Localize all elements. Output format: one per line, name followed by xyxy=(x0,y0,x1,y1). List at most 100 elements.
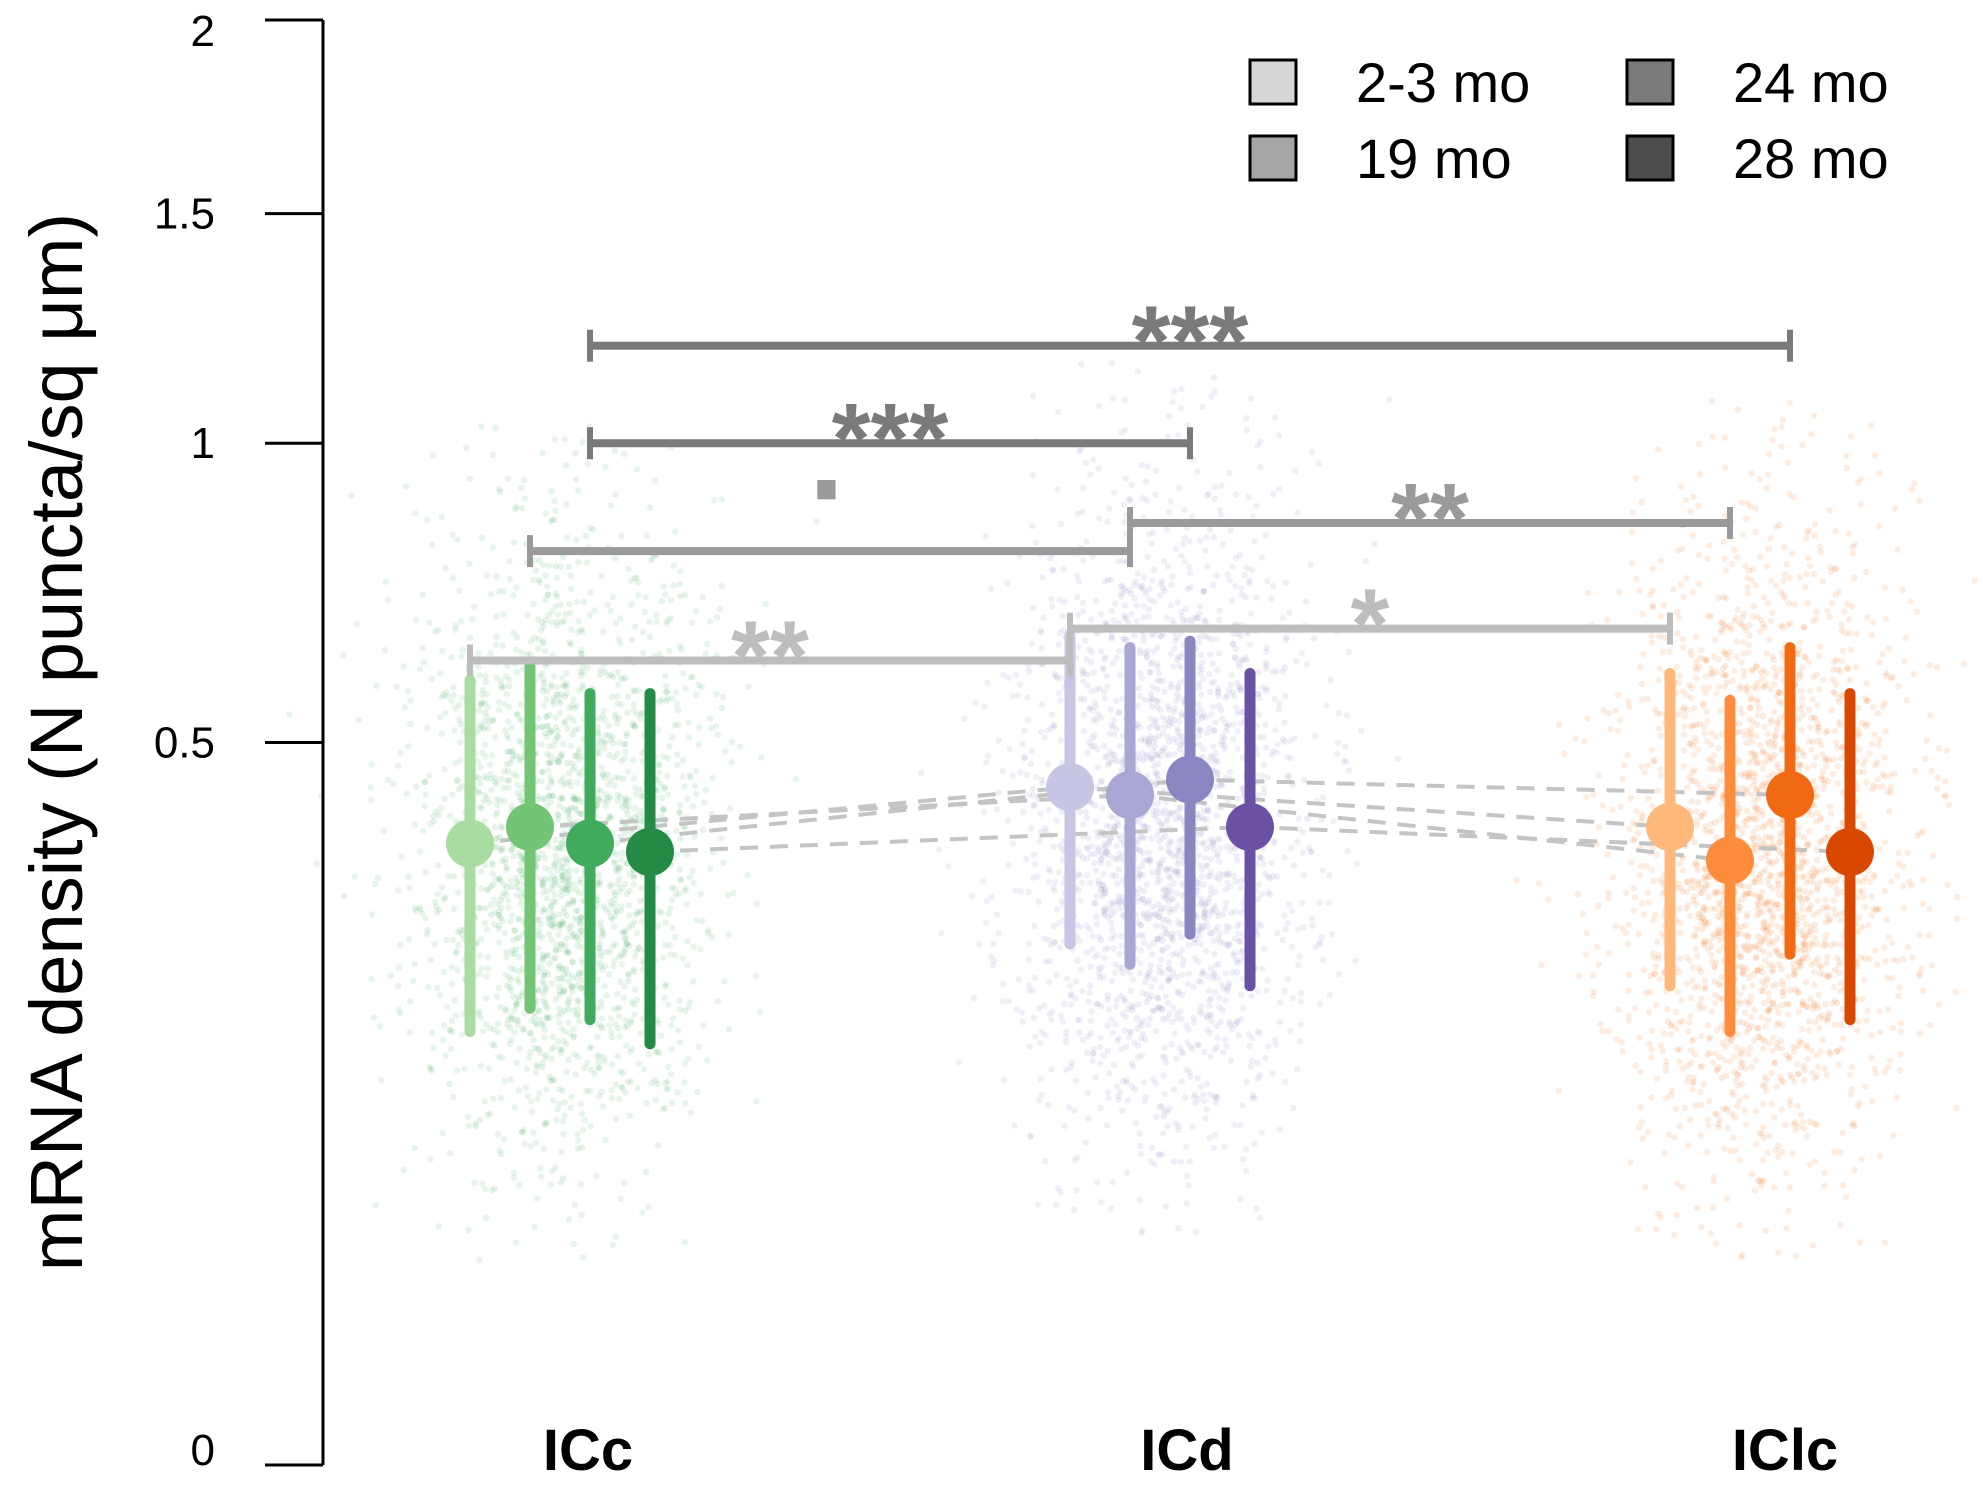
cloud-point xyxy=(1233,852,1240,859)
cloud-point xyxy=(511,1006,518,1013)
cloud-point xyxy=(537,1165,544,1172)
cloud-point xyxy=(1159,947,1167,954)
cloud-point xyxy=(1030,802,1037,810)
cloud-point xyxy=(1214,666,1221,674)
cloud-point xyxy=(1264,977,1271,984)
cloud-point xyxy=(558,750,565,758)
cloud-point xyxy=(513,892,521,899)
cloud-point xyxy=(1232,554,1240,562)
cloud-point xyxy=(456,587,463,594)
cloud-point xyxy=(1028,825,1035,832)
cloud-point xyxy=(1908,486,1916,493)
cloud-point xyxy=(606,883,613,890)
cloud-point xyxy=(545,612,552,619)
cloud-point xyxy=(1083,538,1090,545)
cloud-point xyxy=(1185,1026,1192,1033)
cloud-point xyxy=(1260,860,1267,868)
cloud-point xyxy=(1115,1096,1122,1103)
cloud-point xyxy=(622,801,630,808)
cloud-point xyxy=(546,960,553,967)
cloud-point xyxy=(405,743,412,750)
cloud-point xyxy=(1883,669,1890,677)
cloud-point xyxy=(1163,526,1170,533)
cloud-point xyxy=(514,711,521,718)
cloud-point xyxy=(1131,595,1138,602)
cloud-point xyxy=(1235,1032,1242,1039)
cloud-point xyxy=(558,1148,565,1156)
cloud-point xyxy=(630,722,637,729)
cloud-point xyxy=(1328,930,1336,938)
cloud-point xyxy=(1108,978,1116,985)
cloud-point xyxy=(1207,688,1214,696)
cloud-point xyxy=(1222,970,1229,977)
cloud-point xyxy=(1088,616,1095,623)
cloud-point xyxy=(1121,602,1129,609)
cloud-point xyxy=(610,1005,618,1013)
cloud-point xyxy=(1124,1169,1131,1176)
cloud-point xyxy=(370,1014,378,1021)
cloud-point xyxy=(1224,571,1231,578)
cloud-point xyxy=(617,864,624,872)
cloud-point xyxy=(480,1027,487,1035)
cloud-point xyxy=(538,881,546,889)
cloud-point xyxy=(504,1021,511,1028)
cloud-point xyxy=(502,1007,509,1014)
cloud-point xyxy=(1187,584,1194,591)
cloud-point xyxy=(1334,750,1341,758)
cloud-point xyxy=(668,897,675,904)
cloud-point xyxy=(478,423,485,430)
cloud-point xyxy=(1173,738,1181,745)
cloud-point xyxy=(1084,834,1092,842)
cloud-point xyxy=(1239,1102,1246,1109)
cloud-point xyxy=(558,876,566,883)
cloud-point xyxy=(459,646,466,654)
cloud-point xyxy=(595,1064,602,1072)
cloud-point xyxy=(556,921,563,929)
cloud-point xyxy=(621,741,628,748)
cloud-point xyxy=(1637,1104,1645,1111)
cloud-point xyxy=(518,484,525,491)
cloud-point xyxy=(1216,616,1223,623)
cloud-point xyxy=(614,693,621,700)
cloud-point xyxy=(1219,1049,1227,1056)
cloud-point xyxy=(1285,609,1293,616)
cloud-point xyxy=(1216,1004,1223,1011)
cloud-point xyxy=(1895,682,1902,690)
cloud-point xyxy=(549,792,557,799)
cloud-point xyxy=(477,868,485,875)
cloud-point xyxy=(1232,491,1240,498)
cloud-point xyxy=(563,912,570,919)
cloud-point xyxy=(557,778,564,785)
cloud-point xyxy=(543,895,551,902)
cloud-point xyxy=(505,718,512,725)
cloud-point xyxy=(1341,757,1348,764)
cloud-point xyxy=(693,607,700,614)
cloud-point xyxy=(1176,484,1183,492)
cloud-point xyxy=(1213,1022,1221,1029)
cloud-point xyxy=(1006,745,1013,753)
cloud-point xyxy=(518,796,525,803)
cloud-point xyxy=(564,725,571,732)
cloud-point xyxy=(603,948,610,956)
cloud-point xyxy=(706,618,714,625)
cloud-point xyxy=(1137,932,1144,939)
cloud-point xyxy=(642,593,649,601)
cloud-point xyxy=(575,618,582,625)
cloud-point xyxy=(631,986,639,993)
cloud-point xyxy=(1137,1142,1144,1150)
cloud-point xyxy=(671,885,679,892)
cloud-point xyxy=(1114,880,1121,887)
cloud-point xyxy=(635,811,642,819)
cloud-point xyxy=(1773,726,1781,733)
cloud-point xyxy=(621,948,628,955)
cloud-point xyxy=(1881,839,1889,846)
cloud-point xyxy=(491,1185,498,1192)
cloud-point xyxy=(701,799,708,806)
cloud-point xyxy=(572,933,579,940)
cloud-point xyxy=(1075,847,1082,854)
cloud-point xyxy=(711,497,718,504)
cloud-point xyxy=(527,638,535,645)
cloud-point xyxy=(660,805,667,812)
cloud-point xyxy=(1177,1008,1185,1015)
cloud-point xyxy=(539,769,546,776)
